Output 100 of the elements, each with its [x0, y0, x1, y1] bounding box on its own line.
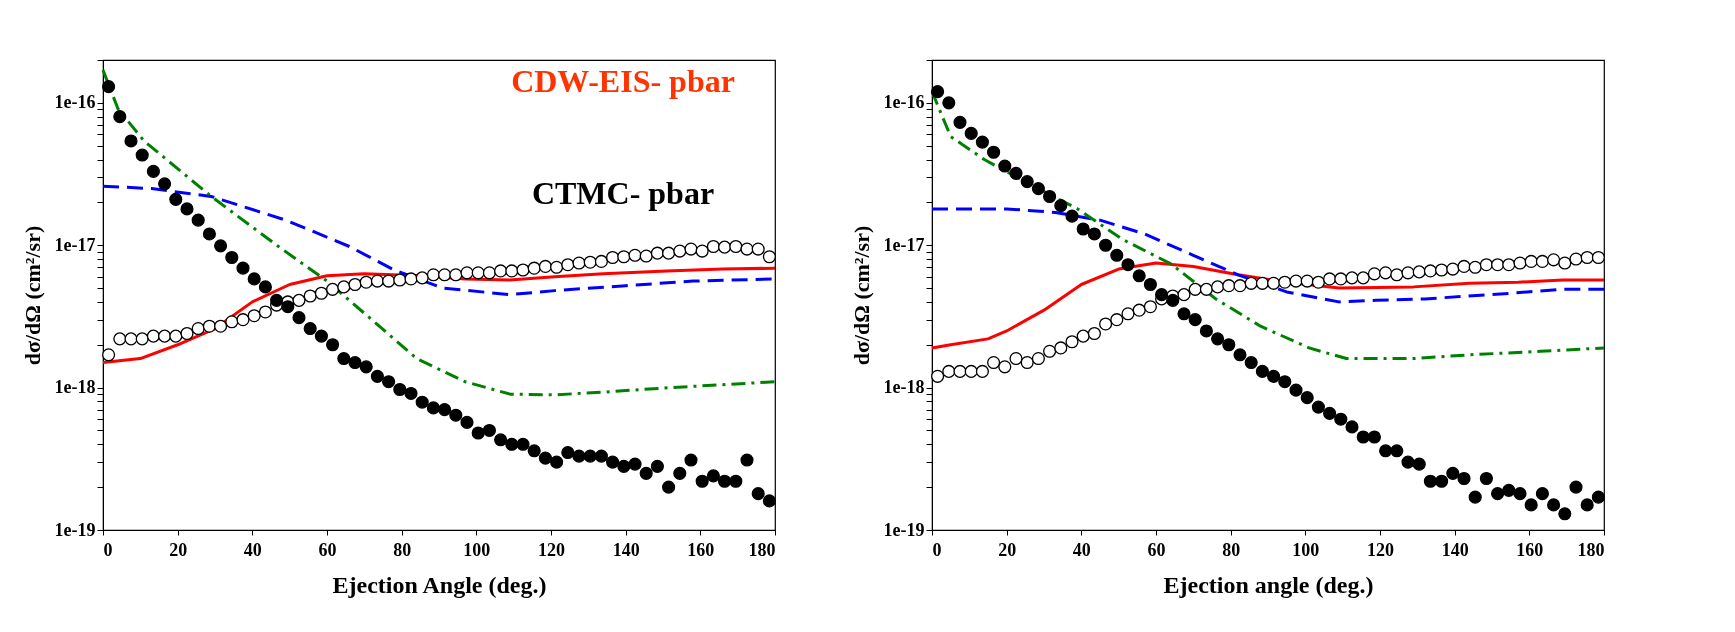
point	[1244, 276, 1258, 290]
point	[695, 474, 709, 488]
point	[1222, 338, 1236, 352]
point	[729, 474, 743, 488]
y-tick-label: 1e-19	[883, 519, 925, 540]
point	[1379, 444, 1393, 458]
point	[270, 293, 284, 307]
point	[1524, 254, 1538, 268]
point	[1423, 264, 1437, 278]
y-tick-label: 1e-17	[883, 234, 925, 255]
point	[505, 264, 519, 278]
point	[1121, 307, 1135, 321]
point	[102, 348, 116, 362]
point	[1188, 313, 1202, 327]
point	[1244, 355, 1258, 370]
point	[471, 266, 485, 280]
line-series	[101, 266, 777, 365]
point	[718, 240, 732, 254]
point	[1054, 199, 1068, 213]
line-series	[930, 261, 1606, 350]
point	[617, 459, 631, 473]
point	[706, 239, 720, 254]
point	[225, 315, 239, 329]
point	[1065, 335, 1079, 349]
point	[1289, 383, 1303, 397]
point	[1020, 355, 1034, 370]
point	[931, 369, 945, 383]
point	[561, 258, 575, 272]
point	[382, 375, 396, 389]
point	[1255, 276, 1269, 290]
point	[942, 364, 956, 378]
point	[1580, 250, 1594, 265]
x-tick-label: 40	[243, 539, 262, 560]
point	[1558, 256, 1572, 270]
point	[706, 469, 720, 483]
point	[516, 437, 530, 451]
y-tick-label: 1e-17	[54, 234, 96, 255]
point	[303, 321, 317, 336]
point	[1468, 260, 1482, 274]
point	[438, 403, 452, 417]
point	[594, 254, 608, 268]
point	[1435, 474, 1449, 488]
x-tick-label: 120	[1367, 539, 1394, 560]
point	[1087, 227, 1101, 241]
point	[359, 275, 373, 289]
point	[449, 268, 463, 282]
point	[359, 360, 373, 374]
point	[639, 466, 653, 480]
point	[1535, 487, 1549, 501]
point	[1345, 271, 1359, 285]
point	[314, 286, 328, 300]
point	[1031, 182, 1045, 196]
point	[594, 449, 608, 463]
point	[1491, 258, 1505, 272]
point	[1031, 352, 1045, 366]
point	[1222, 279, 1236, 293]
point	[931, 85, 945, 99]
point	[1009, 352, 1023, 366]
point	[1356, 430, 1370, 444]
point	[1390, 268, 1404, 282]
point	[1300, 391, 1314, 405]
point	[494, 264, 508, 278]
point	[1502, 483, 1516, 497]
point	[236, 313, 250, 327]
annotation: CDW-EIS- pbar	[511, 63, 735, 99]
x-tick-label: 180	[1577, 539, 1605, 560]
point	[1323, 406, 1337, 420]
point	[404, 272, 418, 286]
point	[1043, 189, 1057, 204]
x-tick-label: 0	[932, 539, 942, 560]
point	[538, 259, 552, 273]
point	[1502, 258, 1516, 272]
x-tick-label: 20	[998, 539, 1017, 560]
point	[583, 449, 597, 463]
point	[1311, 275, 1325, 289]
point	[460, 266, 474, 280]
point	[460, 415, 474, 429]
point	[606, 250, 620, 265]
point	[695, 244, 709, 258]
point	[505, 437, 519, 451]
point	[482, 423, 496, 438]
point	[1132, 269, 1146, 283]
y-tick-label: 1e-18	[54, 377, 96, 398]
y-tick-label: 1e-18	[883, 377, 925, 398]
point	[404, 386, 418, 401]
line-series	[101, 68, 777, 397]
y-tick-label: 1e-16	[883, 92, 925, 113]
point	[538, 451, 552, 465]
point	[471, 426, 485, 440]
point	[1446, 466, 1460, 480]
point	[1177, 307, 1191, 321]
x-tick-label: 100	[1292, 539, 1320, 560]
y-tick-label: 1e-16	[54, 92, 96, 113]
point	[617, 250, 631, 264]
point	[1524, 498, 1538, 512]
point	[146, 329, 160, 343]
point	[1155, 288, 1169, 302]
point	[1569, 480, 1583, 494]
point	[740, 453, 754, 467]
point	[258, 280, 272, 294]
